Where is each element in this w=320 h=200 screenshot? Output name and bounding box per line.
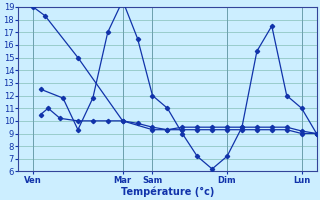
- X-axis label: Température (°c): Température (°c): [121, 186, 214, 197]
